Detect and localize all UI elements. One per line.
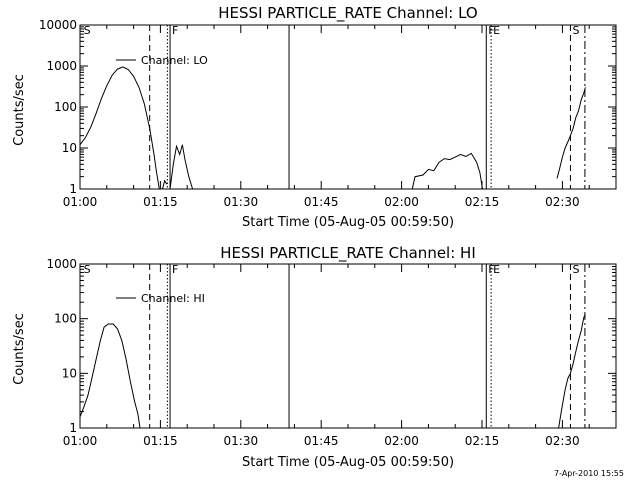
event-marker-label: F: [172, 24, 178, 37]
x-tick-label: 02:30: [545, 195, 580, 209]
y-tick-label: 10000: [39, 18, 77, 32]
x-axis-label: Start Time (05-Aug-05 00:59:50): [242, 455, 454, 470]
y-axis-label: Counts/sec: [12, 74, 27, 146]
y-axis-label: Counts/sec: [12, 313, 27, 385]
x-axis-label: Start Time (05-Aug-05 00:59:50): [242, 215, 454, 230]
chart-title: HESSI PARTICLE_RATE Channel: HI: [220, 244, 476, 263]
chart-title: HESSI PARTICLE_RATE Channel: LO: [218, 4, 477, 23]
series-line-segment: [556, 87, 586, 179]
series-line-segment: [558, 314, 586, 429]
y-tick-label: 100: [54, 312, 77, 326]
x-tick-label: 02:15: [465, 195, 500, 209]
x-tick-label: 02:00: [384, 195, 419, 209]
event-marker-label: S: [572, 263, 579, 276]
chart-panel-lo: HESSI PARTICLE_RATE Channel: LO Start Ti…: [12, 4, 617, 230]
series-line-segment: [79, 66, 160, 190]
x-tick-label: 01:45: [304, 195, 339, 209]
y-tick-label: 1000: [46, 59, 77, 73]
x-tick-label: 01:15: [143, 195, 178, 209]
chart-panel-hi: HESSI PARTICLE_RATE Channel: HI Start Ti…: [12, 244, 617, 470]
x-tick-label: 01:30: [224, 195, 259, 209]
event-marker-label: F: [488, 263, 494, 276]
event-marker-label: E: [493, 263, 500, 276]
series-line-segment: [162, 179, 168, 190]
event-marker-label: E: [493, 24, 500, 37]
x-tick-label: 02:15: [465, 434, 500, 448]
series-line-segment: [411, 152, 483, 190]
y-tick-label: 1000: [46, 257, 77, 271]
x-tick-label: 01:30: [224, 434, 259, 448]
legend-label: Channel: LO: [141, 54, 208, 67]
y-tick-label: 10: [62, 141, 77, 155]
series-line-segment: [79, 323, 141, 429]
x-tick-label: 02:00: [384, 434, 419, 448]
x-tick-label: 01:45: [304, 434, 339, 448]
event-marker-label: S: [84, 263, 91, 276]
x-tick-label: 01:00: [63, 195, 98, 209]
event-marker-label: S: [572, 24, 579, 37]
x-tick-label: 01:15: [143, 434, 178, 448]
event-marker-label: S: [84, 24, 91, 37]
x-tick-label: 01:00: [63, 434, 98, 448]
event-marker-label: F: [488, 24, 494, 37]
series-line-segment: [169, 144, 194, 190]
y-tick-label: 100: [54, 100, 77, 114]
event-marker-label: F: [172, 263, 178, 276]
y-tick-label: 10: [62, 366, 77, 380]
x-tick-label: 02:30: [545, 434, 580, 448]
legend-label: Channel: HI: [141, 292, 205, 305]
y-tick-label: 1: [69, 421, 77, 435]
y-tick-label: 1: [69, 182, 77, 196]
timestamp: 7-Apr-2010 15:55: [554, 469, 624, 478]
